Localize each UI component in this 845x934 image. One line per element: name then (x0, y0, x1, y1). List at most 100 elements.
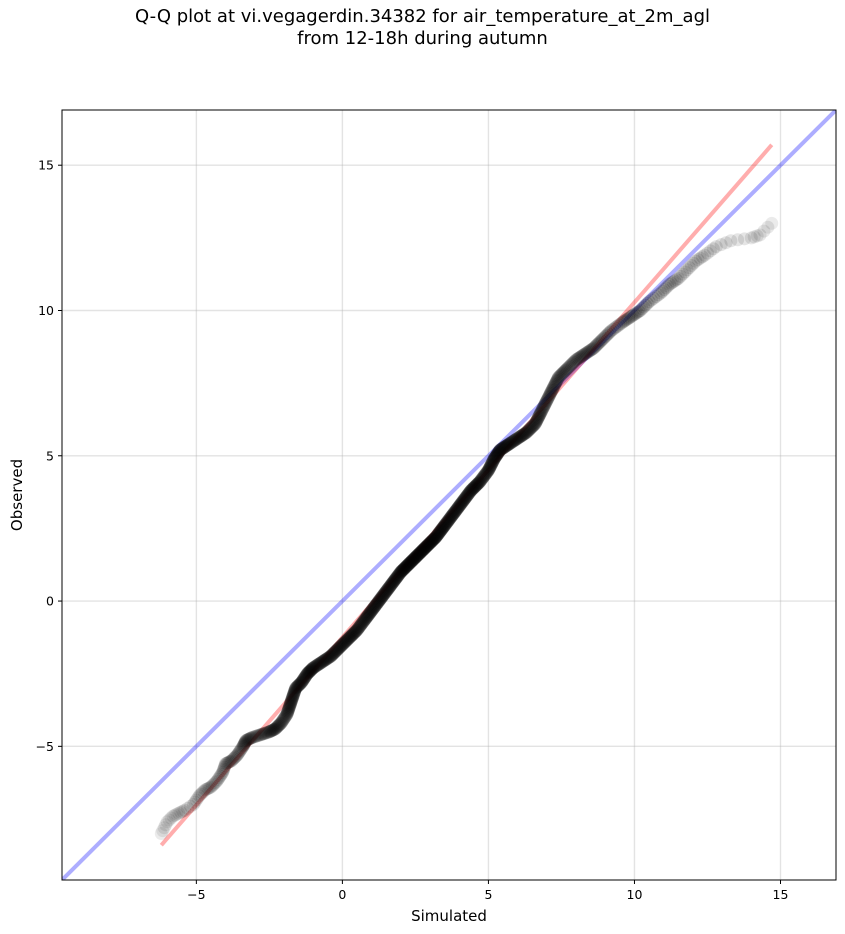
quantile-point (540, 394, 554, 408)
quantile-point (262, 725, 276, 739)
quantile-point (546, 382, 560, 396)
quantile-point (306, 661, 320, 675)
quantile-point (208, 776, 222, 790)
quantile-point (555, 367, 569, 381)
quantile-point (189, 793, 203, 807)
quantile-point (668, 274, 682, 288)
quantile-point (460, 489, 474, 503)
quantile-point (313, 656, 327, 670)
quantile-point (367, 601, 381, 615)
quantile-point (403, 556, 417, 570)
quantile-point (349, 624, 363, 638)
quantile-point (498, 439, 512, 453)
quantile-point (442, 513, 456, 527)
quantile-point (427, 532, 441, 546)
quantile-point (217, 760, 231, 774)
quantile-point (450, 502, 464, 516)
quantile-point (479, 467, 493, 481)
quantile-point (442, 512, 456, 526)
quantile-point (465, 482, 479, 496)
quantile-point (251, 729, 265, 743)
quantile-point (466, 481, 480, 495)
quantile-point (493, 444, 507, 458)
quantile-point (288, 683, 302, 697)
quantile-point (420, 539, 434, 553)
quantile-point (345, 628, 359, 642)
quantile-point (487, 452, 501, 466)
y-axis: −5 0 5 10 15 (36, 158, 62, 754)
quantile-point (455, 495, 469, 509)
quantile-point (416, 542, 430, 556)
quantile-point (279, 709, 293, 723)
quantile-point (580, 345, 594, 359)
quantile-point (538, 396, 552, 410)
quantile-point (217, 762, 231, 776)
quantile-point (434, 523, 448, 537)
quantile-point (443, 511, 457, 525)
quantile-point (549, 375, 563, 389)
quantile-point (351, 622, 365, 636)
x-tick-label: 5 (484, 887, 492, 902)
quantile-point (411, 548, 425, 562)
quantile-point (467, 480, 481, 494)
quantile-point (287, 687, 301, 701)
quantile-point (324, 649, 338, 663)
quantile-point (379, 585, 393, 599)
quantile-point (390, 570, 404, 584)
quantile-point (170, 807, 184, 821)
quantile-point (524, 421, 538, 435)
quantile-point (435, 522, 449, 536)
quantile-point (500, 438, 514, 452)
quantile-point (283, 699, 297, 713)
quantile-point (547, 379, 561, 393)
quantile-point (619, 313, 633, 327)
quantile-point (285, 693, 299, 707)
quantile-point (269, 721, 283, 735)
quantile-point (286, 688, 300, 702)
quantile-point (454, 496, 468, 510)
quantile-point (371, 596, 385, 610)
quantile-point (427, 532, 441, 546)
quantile-point (659, 281, 673, 295)
quantile-point (218, 759, 232, 773)
quantile-point (252, 728, 266, 742)
quantile-point (298, 671, 312, 685)
quantile-point (516, 427, 530, 441)
quantile-point (337, 636, 351, 650)
fit-line (159, 143, 774, 847)
quantile-point (508, 433, 522, 447)
quantile-point (482, 462, 496, 476)
quantile-point (323, 650, 337, 664)
quantile-point (661, 279, 675, 293)
quantile-point (362, 607, 376, 621)
quantile-point (439, 516, 453, 530)
quantile-point (414, 545, 428, 559)
quantile-point (200, 782, 214, 796)
quantile-point (331, 642, 345, 656)
quantile-point (205, 779, 219, 793)
quantile-point (297, 672, 311, 686)
quantile-point (246, 730, 260, 744)
quantile-point (614, 317, 628, 331)
quantile-point (419, 540, 433, 554)
quantile-point (719, 236, 733, 250)
quantile-point (626, 308, 640, 322)
quantile-point (346, 627, 360, 641)
quantile-point (435, 521, 449, 535)
quantile-point (273, 717, 287, 731)
quantile-point (164, 811, 178, 825)
quantile-point (410, 549, 424, 563)
quantile-point (249, 729, 263, 743)
quantile-point (472, 476, 486, 490)
quantile-point (243, 732, 257, 746)
quantile-point (283, 698, 297, 712)
quantile-point (312, 657, 326, 671)
quantile-point (512, 431, 526, 445)
quantile-points (154, 216, 779, 841)
quantile-point (202, 781, 216, 795)
quantile-point (476, 470, 490, 484)
quantile-point (368, 600, 382, 614)
quantile-point (280, 707, 294, 721)
quantile-point (642, 295, 656, 309)
quantile-point (228, 750, 242, 764)
